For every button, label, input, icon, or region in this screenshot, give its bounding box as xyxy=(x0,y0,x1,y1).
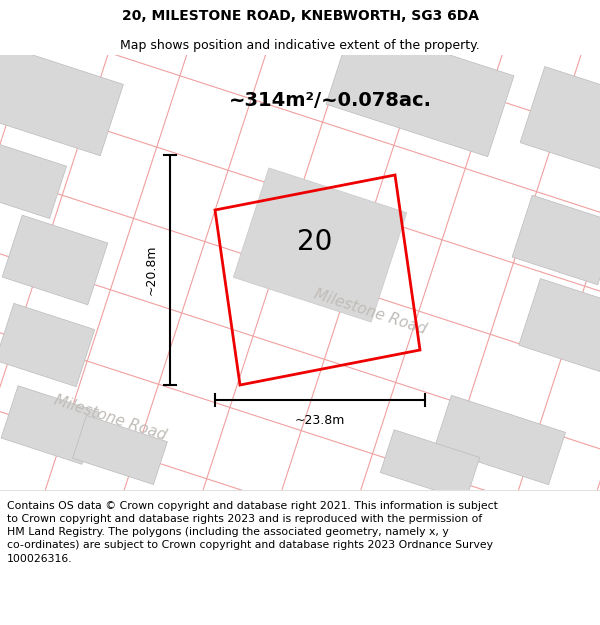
Polygon shape xyxy=(380,430,480,500)
Text: Milestone Road: Milestone Road xyxy=(52,392,168,443)
Text: ~20.8m: ~20.8m xyxy=(145,245,158,295)
Polygon shape xyxy=(73,416,167,484)
Text: ~314m²/~0.078ac.: ~314m²/~0.078ac. xyxy=(229,91,431,109)
Polygon shape xyxy=(0,141,67,219)
Polygon shape xyxy=(519,279,600,371)
Polygon shape xyxy=(1,386,99,464)
Polygon shape xyxy=(434,395,566,485)
Polygon shape xyxy=(233,168,407,322)
Text: ~23.8m: ~23.8m xyxy=(295,414,345,427)
Polygon shape xyxy=(0,44,124,156)
Polygon shape xyxy=(520,66,600,174)
Polygon shape xyxy=(326,23,514,157)
Polygon shape xyxy=(2,215,108,305)
Text: 20: 20 xyxy=(298,228,332,256)
Text: Milestone Road: Milestone Road xyxy=(312,287,428,338)
Polygon shape xyxy=(512,195,600,285)
Text: 20, MILESTONE ROAD, KNEBWORTH, SG3 6DA: 20, MILESTONE ROAD, KNEBWORTH, SG3 6DA xyxy=(121,9,479,24)
Text: Contains OS data © Crown copyright and database right 2021. This information is : Contains OS data © Crown copyright and d… xyxy=(7,501,498,564)
Polygon shape xyxy=(0,303,95,387)
Text: Map shows position and indicative extent of the property.: Map shows position and indicative extent… xyxy=(120,39,480,52)
